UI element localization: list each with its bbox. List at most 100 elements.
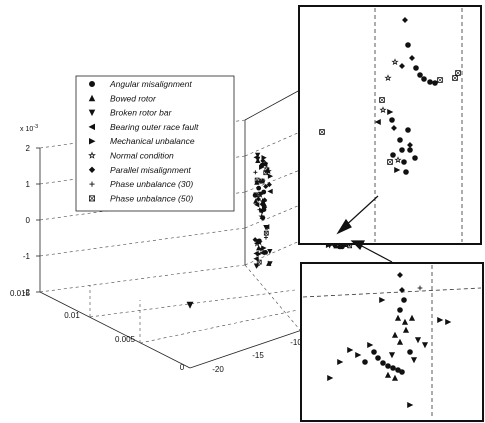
zoom-arrows <box>336 195 393 263</box>
inset-upper-frame <box>298 5 482 245</box>
legend-entry-0: Angular misalignment <box>109 79 192 89</box>
data-point <box>327 374 334 382</box>
data-point <box>399 63 405 69</box>
legend-entry-7: Phase unbalance (30) <box>110 179 193 189</box>
data-point <box>265 167 271 173</box>
data-point <box>256 259 262 265</box>
data-point <box>260 158 266 164</box>
data-point <box>385 363 391 369</box>
data-point <box>253 198 259 204</box>
legend-marker-6 <box>88 166 96 173</box>
data-point <box>337 358 344 366</box>
legend-marker-5 <box>88 151 96 159</box>
data-point <box>401 159 407 165</box>
legend-entry-6: Parallel misalignment <box>110 165 191 175</box>
data-point <box>407 147 413 153</box>
data-point <box>362 359 368 365</box>
data-point <box>403 169 409 175</box>
data-point <box>399 287 405 293</box>
x-tick-labels: -20 -15 -10 <box>212 338 302 374</box>
data-point <box>371 349 377 355</box>
data-point <box>384 74 392 82</box>
data-point <box>394 166 401 174</box>
z-tick-2: 0 <box>26 216 31 225</box>
data-point <box>432 80 438 86</box>
legend-entry-2: Broken rotor bar <box>110 108 173 118</box>
data-point <box>407 349 413 355</box>
legend-marker-3 <box>88 123 95 131</box>
data-point <box>367 341 374 349</box>
data-point <box>379 97 385 103</box>
zoom-arrow-upper <box>342 195 379 229</box>
data-point <box>380 360 386 366</box>
data-point <box>410 357 418 364</box>
z-tick-3: -1 <box>23 252 31 261</box>
data-point <box>387 108 394 116</box>
data-point <box>261 245 267 251</box>
data-point <box>261 204 268 211</box>
data-point <box>267 173 274 179</box>
data-point <box>254 152 261 158</box>
data-point <box>455 70 461 76</box>
legend-marker-7 <box>89 181 95 187</box>
legend-entry-5: Normal condition <box>110 151 174 161</box>
back-top-edge <box>244 89 301 121</box>
data-point <box>347 346 354 354</box>
data-point <box>255 196 262 202</box>
data-point <box>417 72 423 78</box>
inset-lower-frame <box>300 262 484 422</box>
data-point <box>397 137 403 143</box>
data-point <box>390 152 396 158</box>
data-point <box>402 326 410 333</box>
legend: Angular misalignment Bowed rotor Broken ro… <box>75 75 235 212</box>
zoom-arrow-lower <box>357 243 393 263</box>
data-point <box>387 159 393 165</box>
data-point <box>407 401 414 409</box>
data-point <box>399 369 405 375</box>
data-point <box>252 237 258 243</box>
data-point <box>375 355 381 361</box>
data-point <box>267 188 273 195</box>
data-point <box>405 42 411 48</box>
data-point <box>267 248 273 255</box>
data-point <box>254 202 260 208</box>
y-tick-3: 0.015 <box>10 289 31 298</box>
y-tick-0: 0 <box>180 363 185 372</box>
data-point <box>417 285 423 291</box>
data-point <box>409 55 415 61</box>
z-tick-4: -2 <box>23 288 31 297</box>
data-point <box>379 296 386 304</box>
data-point <box>256 245 262 251</box>
data-point <box>391 331 399 338</box>
data-point <box>394 156 402 164</box>
data-point <box>412 155 418 161</box>
inset-lower-zoom <box>300 262 484 422</box>
legend-entry-3: Bearing outer race fault <box>110 122 199 132</box>
data-point <box>389 117 395 123</box>
data-point <box>408 314 416 321</box>
data-point <box>445 318 452 326</box>
data-point <box>394 314 402 321</box>
data-point <box>399 147 405 153</box>
y-axis-line <box>39 291 191 369</box>
data-point <box>263 249 268 255</box>
z-tick-labels: 2 1 0 -1 -2 <box>23 144 40 297</box>
data-point <box>256 251 262 257</box>
data-point <box>391 125 397 131</box>
data-point <box>337 244 343 250</box>
z-exponent-label: x 10-3 <box>20 124 38 133</box>
data-point <box>390 365 396 371</box>
data-point <box>379 106 387 114</box>
data-point <box>427 79 433 85</box>
legend-entry-4: Mechanical unbalance <box>110 136 195 146</box>
data-point <box>266 260 272 266</box>
data-point <box>263 235 268 240</box>
data-point <box>257 179 262 184</box>
data-point <box>253 240 261 247</box>
data-point <box>391 58 399 66</box>
data-point <box>391 374 399 381</box>
data-point <box>256 238 262 244</box>
z-tick-1: 1 <box>26 180 31 189</box>
data-point <box>414 337 422 344</box>
